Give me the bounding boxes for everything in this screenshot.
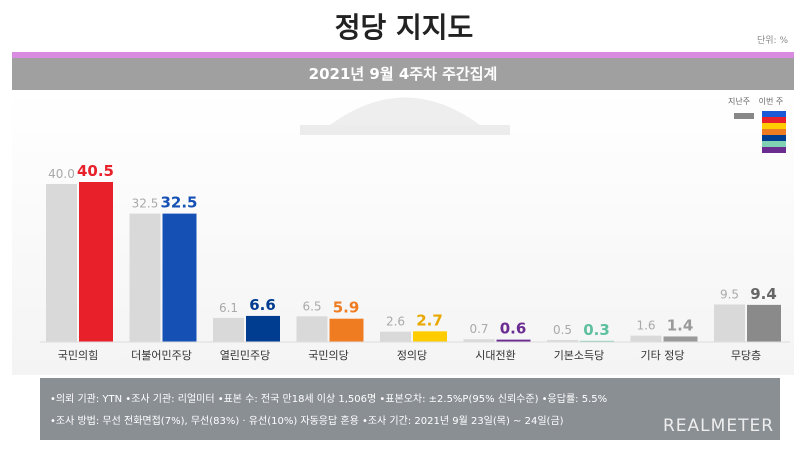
footer-line-1: •의뢰 기관: YTN •조사 기관: 리얼미터 •표본 수: 전국 만18세 … [50,394,608,405]
legend-swatch [762,141,786,147]
value-label-last-week: 2.6 [386,315,405,329]
value-label-last-week: 1.6 [636,319,655,333]
value-label-this-week: 5.9 [333,299,360,317]
legend-swatch [762,117,786,123]
bar-last-week [380,331,411,342]
value-label-last-week: 32.5 [132,197,159,211]
value-label-this-week: 1.4 [667,316,694,334]
bar-last-week [213,317,244,342]
value-label-last-week: 0.5 [553,323,572,337]
value-label-last-week: 9.5 [720,287,739,301]
legend-this-week-swatches [762,111,786,153]
unit-label: 단위: % [756,36,788,46]
bar-this-week [162,213,197,342]
category-label: 무당층 [731,349,761,362]
legend-this-week: 이번 주 [758,97,784,106]
bar-this-week [246,315,280,342]
category-label: 정의당 [397,349,427,362]
bar-this-week [747,304,781,342]
realmeter-logo: REALMETER [663,416,774,436]
value-label-this-week: 6.6 [249,296,276,314]
bar-this-week [663,336,698,342]
bar-this-week [79,182,113,342]
legend-swatch [762,111,786,117]
legend-swatch [762,123,786,129]
category-label: 국민의당 [308,349,348,362]
bar-last-week [547,340,578,342]
bar-this-week [413,331,447,342]
bar-last-week [714,304,745,342]
legend-swatch [762,135,786,141]
bar-this-week [329,318,364,342]
bar-last-week [630,335,662,342]
bar-last-week [296,316,328,342]
legend-last-week-swatch [734,113,754,119]
value-label-last-week: 40.0 [48,167,75,181]
footer-line-2: •조사 방법: 무선 전화면접(7%), 무선(83%) · 유선(10%) 자… [50,416,564,427]
value-label-last-week: 6.1 [219,301,238,315]
legend-swatch [762,147,786,153]
value-label-this-week: 2.7 [416,311,443,329]
category-label: 국민의힘 [58,349,98,362]
chart-subtitle: 2021년 9월 4주차 주간집계 [12,58,794,90]
page-title: 정당 지지도 [334,11,474,44]
accent-bar [12,52,794,58]
category-label: 기타 정당 [641,349,685,362]
value-label-this-week: 40.5 [77,162,114,180]
value-label-this-week: 9.4 [750,285,777,303]
bar-last-week [46,183,77,342]
value-label-this-week: 0.6 [500,320,527,338]
bar-last-week [463,339,495,342]
bar-this-week [580,340,614,342]
category-label: 기본소득당 [554,349,605,362]
category-label: 열린민주당 [220,349,271,362]
building-dome-watermark [330,97,480,125]
value-label-this-week: 0.3 [583,321,610,339]
value-label-last-week: 6.5 [302,299,321,313]
bar-last-week [129,213,161,342]
legend-last-week: 지난주 [728,97,751,106]
legend: 지난주 이번 주 [728,96,786,167]
survey-info-footer: •의뢰 기관: YTN •조사 기관: 리얼미터 •표본 수: 전국 만18세 … [40,378,780,440]
bar-chart: 40.0 40.5 국민의힘 32.5 32.5 더불어민주당 6.1 6.6 열린민주당 6.5… [40,97,790,362]
value-label-this-week: 32.5 [160,194,197,212]
bar-this-week [496,339,531,342]
category-label: 더불어민주당 [131,349,192,362]
value-label-last-week: 0.7 [469,322,488,336]
category-label: 시대전환 [475,349,515,362]
legend-swatch [762,129,786,135]
building-watermark [300,125,510,135]
